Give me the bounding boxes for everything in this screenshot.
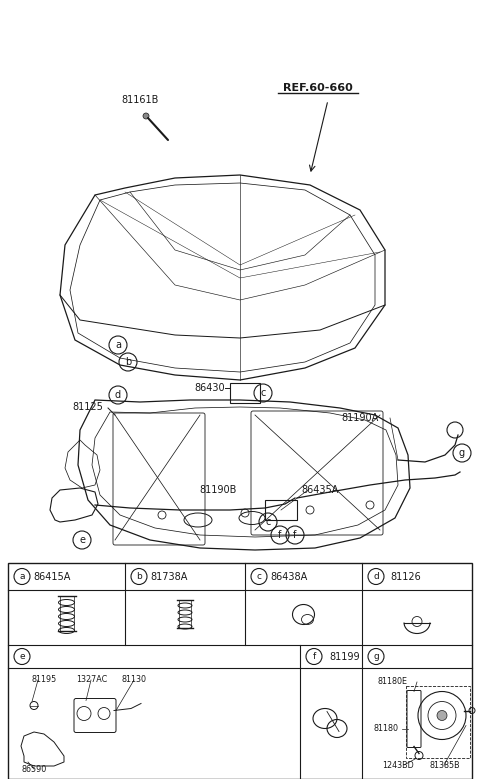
Text: 81199: 81199 [330,651,360,661]
Bar [406,686,470,757]
Text: 81190B: 81190B [199,485,237,495]
Text: c: c [256,572,262,581]
Bar [8,563,472,779]
Text: a: a [115,340,121,350]
Bar [265,500,297,520]
Text: e: e [79,535,85,545]
Text: f: f [278,530,282,540]
Text: a: a [19,572,25,581]
Text: b: b [125,357,131,367]
Text: e: e [19,652,25,661]
Bar [230,383,260,403]
Text: 1327AC: 1327AC [76,675,107,685]
Text: 81126: 81126 [391,572,421,581]
Text: 81190A: 81190A [341,413,379,423]
Circle shape [437,710,447,721]
Text: 1243BD: 1243BD [382,760,414,770]
Text: f: f [312,652,316,661]
Text: 81125: 81125 [72,402,103,412]
Text: 81195: 81195 [31,675,56,685]
Text: c: c [260,388,266,398]
Text: d: d [115,390,121,400]
Text: 86430: 86430 [195,383,225,393]
Text: d: d [373,572,379,581]
Text: 86590: 86590 [21,764,46,774]
Text: b: b [136,572,142,581]
Text: 81180E: 81180E [377,678,407,686]
Text: 81130: 81130 [121,675,146,685]
Text: 81161B: 81161B [121,95,159,105]
Text: REF.60-660: REF.60-660 [283,83,353,93]
Text: 81385B: 81385B [430,760,461,770]
Text: 86435A: 86435A [301,485,339,495]
Text: 86415A: 86415A [33,572,71,581]
Text: f: f [293,530,297,540]
Text: 81738A: 81738A [150,572,188,581]
Circle shape [143,113,149,119]
Text: g: g [373,652,379,661]
Text: 86438A: 86438A [270,572,308,581]
Text: c: c [265,517,271,527]
Text: 81180: 81180 [374,724,399,733]
Text: g: g [459,448,465,458]
